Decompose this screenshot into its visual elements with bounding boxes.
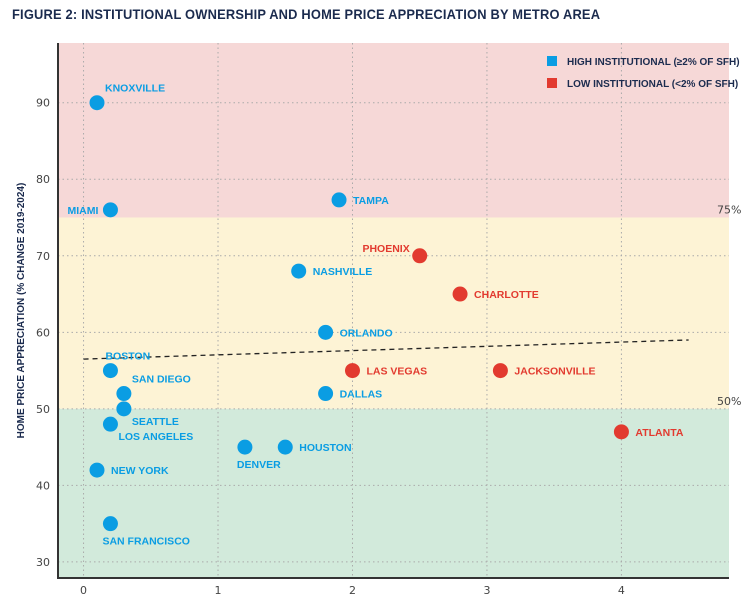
data-point <box>102 416 118 432</box>
point-label: SEATTLE <box>132 416 179 428</box>
point-label: JACKSONVILLE <box>514 366 595 378</box>
data-point <box>116 386 132 402</box>
chart-title: FIGURE 2: INSTITUTIONAL OWNERSHIP AND HO… <box>12 6 601 22</box>
y-tick-label: 40 <box>36 479 50 492</box>
x-tick-label: 2 <box>349 584 356 597</box>
point-label: DALLAS <box>340 389 383 401</box>
point-label: PHOENIX <box>362 243 409 255</box>
data-point <box>412 248 428 264</box>
trend-line <box>83 339 689 360</box>
data-point <box>237 439 253 455</box>
data-point <box>318 386 334 402</box>
data-point <box>102 363 118 379</box>
point-label: HOUSTON <box>299 442 351 454</box>
data-point <box>452 286 468 302</box>
legend-swatch <box>547 78 557 88</box>
data-point <box>344 363 360 379</box>
y-tick-label: 30 <box>36 556 50 569</box>
band-label: 50% <box>717 395 741 408</box>
band-label: 75% <box>717 204 741 217</box>
legend-label: LOW INSTITUTIONAL (<2% OF SFH) <box>567 79 738 90</box>
data-point <box>277 439 293 455</box>
data-point <box>89 95 105 111</box>
band <box>58 43 729 218</box>
point-label: BOSTON <box>105 351 150 363</box>
data-point <box>331 192 347 208</box>
point-label: TAMPA <box>353 195 389 207</box>
point-label: NEW YORK <box>111 465 169 477</box>
x-tick-label: 1 <box>215 584 222 597</box>
y-tick-label: 60 <box>36 326 50 339</box>
point-label: SAN FRANCISCO <box>102 536 190 548</box>
point-label: LAS VEGAS <box>366 366 427 378</box>
y-tick-label: 50 <box>36 403 50 416</box>
y-axis-label: HOME PRICE APPRECIATION (% CHANGE 2019-2… <box>16 183 27 439</box>
data-point <box>318 324 334 340</box>
data-point <box>89 462 105 478</box>
point-label: MIAMI <box>68 205 99 217</box>
point-label: LOS ANGELES <box>118 431 193 443</box>
y-tick-label: 90 <box>36 97 50 110</box>
data-point <box>102 202 118 218</box>
point-label: ATLANTA <box>635 427 683 439</box>
y-tick-label: 80 <box>36 173 50 186</box>
legend-label: HIGH INSTITUTIONAL (≥2% OF SFH) <box>567 57 740 68</box>
data-point <box>291 263 307 279</box>
x-tick-label: 3 <box>483 584 490 597</box>
x-tick-label: 0 <box>80 584 87 597</box>
band <box>58 217 729 409</box>
point-label: CHARLOTTE <box>474 289 539 301</box>
point-label: DENVER <box>237 459 281 471</box>
x-tick-label: 4 <box>618 584 625 597</box>
data-point <box>613 424 629 440</box>
point-label: ORLANDO <box>340 327 393 339</box>
point-label: SAN DIEGO <box>132 374 191 386</box>
point-label: NASHVILLE <box>313 266 373 278</box>
data-point <box>102 516 118 532</box>
y-tick-label: 70 <box>36 250 50 263</box>
point-label: KNOXVILLE <box>105 83 165 95</box>
legend-swatch <box>547 56 557 66</box>
data-point <box>116 401 132 417</box>
data-point <box>492 363 508 379</box>
